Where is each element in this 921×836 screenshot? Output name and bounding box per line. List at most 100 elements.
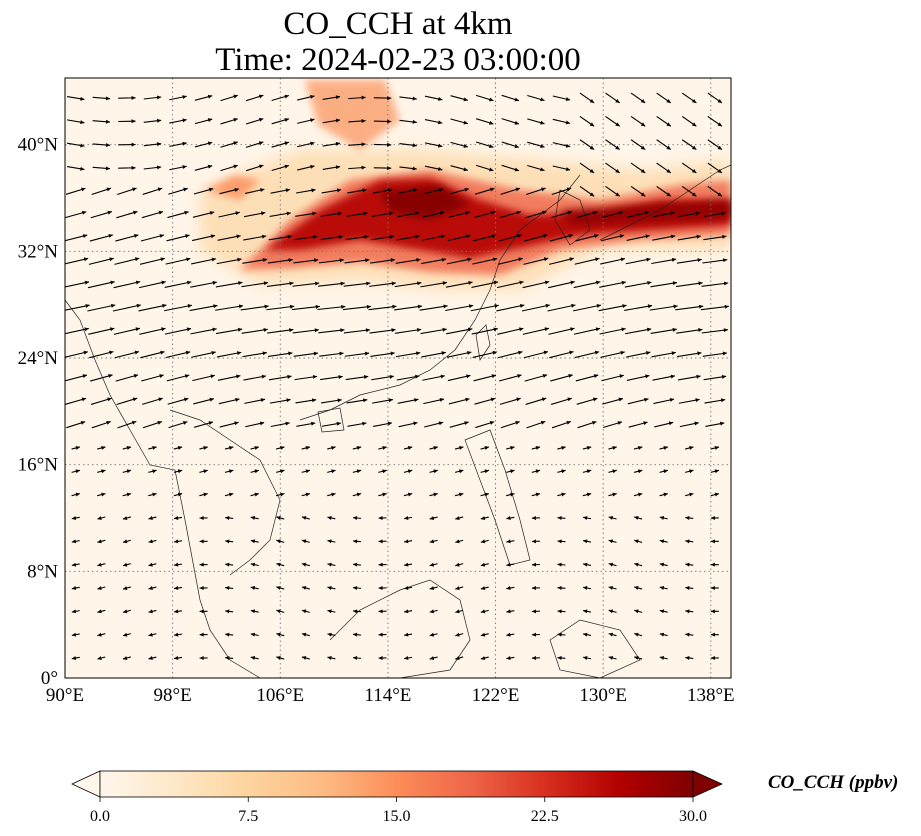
wind-vector-head [455,632,460,637]
wind-vector [370,259,396,264]
wind-vector-head [557,632,562,637]
wind-vector-head [691,98,697,103]
wind-vector-head [183,421,188,425]
wind-vector-head [177,445,183,450]
wind-vector [344,259,370,264]
wind-vector-head [634,562,639,567]
wind-vector-head [290,304,295,309]
wind-vector-head [126,445,132,450]
wind-vector-head [225,562,230,567]
wind-vector-head [634,632,639,637]
wind-vector-head [174,562,179,567]
wind-vector-head [404,632,409,637]
wind-vector-head [335,165,341,170]
wind-vector-head [640,168,646,173]
wind-vector-head [417,281,422,286]
wind-vector [600,351,625,358]
wind-vector [113,327,141,335]
wind-vector-head [389,374,394,379]
wind-vector-head [391,328,396,333]
wind-vector-head [670,234,676,239]
lat-tick-label: 40°N [18,135,59,156]
wind-vector-head [286,211,291,216]
wind-vector-head [156,95,162,100]
wind-vector-head [510,492,515,497]
wind-vector-head [122,632,128,637]
wind-vector-head [612,469,617,474]
wind-vector-head [442,281,447,286]
wind-vector-head [177,492,183,497]
wind-vector-head [185,234,190,239]
wind-vector [421,258,447,265]
wind-vector-head [301,516,307,520]
wind-vector-head [182,141,187,146]
wind-vector-head [516,397,521,402]
wind-vector-head [634,516,639,520]
wind-vector-head [671,351,676,356]
wind-vector-head [723,328,728,333]
wind-vector-head [492,350,497,355]
wind-vector-head [310,421,316,426]
lat-tick-label: 16°N [18,455,59,476]
wind-vector-head [71,609,77,614]
wind-vector-head [644,397,649,402]
wind-vector-head [365,328,371,333]
coastline-indochina [169,409,281,576]
wind-vector-head [644,211,649,216]
wind-vector-head [211,350,216,355]
wind-vector [65,327,89,335]
wind-vector-head [109,350,114,355]
wind-vector-head [666,192,671,197]
wind-vector-head [685,516,690,520]
wind-vector-head [519,303,525,308]
wind-vector-head [378,609,383,614]
wind-vector-head [126,469,132,474]
wind-vector-head [331,469,336,474]
wind-vector-head [199,609,204,614]
wind-vector-head [258,164,264,169]
wind-vector [240,305,269,311]
wind-vector [472,351,498,358]
wind-vector-head [82,234,88,239]
wind-vector-head [659,539,665,544]
wind-vector [65,351,89,358]
wind-vector-head [132,397,138,402]
wind-vector-head [335,141,341,146]
wind-vector-head [659,609,665,614]
wind-vector [702,259,728,264]
wind-vector-head [75,469,80,474]
wind-vector-head [284,94,289,99]
wind-vector [598,304,627,312]
wind-vector-head [71,562,77,567]
wind-vector-head [637,469,643,474]
wind-vector [242,352,267,358]
wind-vector-head [490,397,496,402]
wind-vector-head [233,141,238,146]
wind-vector-head [535,492,541,497]
wind-vector-head [185,350,191,355]
wind-vector [266,282,294,287]
wind-vector-head [340,328,345,333]
wind-vector-head [250,516,256,520]
wind-vector-head [570,327,575,332]
wind-vector-head [71,539,77,544]
wind-vector-head [387,166,392,171]
map-title: CO_CCH at 4km [283,6,513,42]
wind-vector-head [463,144,468,148]
wind-vector-head [412,143,417,148]
wind-vector-head [515,187,521,192]
wind-vector-head [416,258,421,262]
wind-vector-head [721,211,726,216]
coastline-japan [599,164,731,241]
wind-vector-head [438,143,443,148]
wind-vector-head [506,516,511,520]
wind-vector-head [455,586,460,590]
wind-vector-head [131,142,136,147]
wind-vector-head [390,258,395,263]
wind-vector-head [122,539,128,544]
wind-vector-head [673,304,678,309]
wind-vector-head [489,144,494,149]
wind-vector-head [363,374,369,379]
wind-vector-head [287,234,292,239]
